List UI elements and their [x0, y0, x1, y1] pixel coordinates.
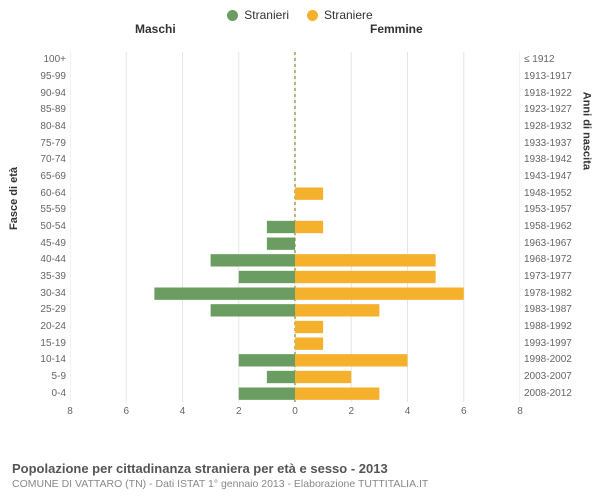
- col-header-left: Maschi: [135, 22, 176, 36]
- legend-item-female: Straniere: [307, 8, 373, 22]
- birth-year-label: 2008-2012: [524, 389, 600, 399]
- age-label: 95-99: [0, 72, 66, 82]
- legend-item-male: Stranieri: [227, 8, 289, 22]
- pyramid-plot: [70, 52, 520, 402]
- age-label: 0-4: [0, 389, 66, 399]
- birth-year-label: 2003-2007: [524, 372, 600, 382]
- birth-year-label: 1973-1977: [524, 272, 600, 282]
- birth-year-label: 1958-1962: [524, 222, 600, 232]
- birth-year-label: 1953-1957: [524, 205, 600, 215]
- age-label: 60-64: [0, 189, 66, 199]
- bar-female: [295, 188, 323, 200]
- swatch-female: [307, 10, 318, 21]
- x-tick-label: 4: [405, 406, 411, 417]
- birth-year-label: 1943-1947: [524, 172, 600, 182]
- col-header-right: Femmine: [370, 22, 423, 36]
- bar-female: [295, 388, 379, 400]
- birth-year-label: 1928-1932: [524, 122, 600, 132]
- bar-male: [267, 221, 295, 233]
- bar-male: [267, 371, 295, 383]
- birth-year-label: 1988-1992: [524, 322, 600, 332]
- legend-label-female: Straniere: [324, 8, 373, 22]
- age-label: 35-39: [0, 272, 66, 282]
- bar-female: [295, 338, 323, 350]
- bar-female: [295, 254, 436, 266]
- bar-female: [295, 354, 408, 366]
- chart-title: Popolazione per cittadinanza straniera p…: [12, 461, 588, 476]
- x-tick-label: 8: [67, 406, 73, 417]
- birth-year-label: 1963-1967: [524, 239, 600, 249]
- age-label: 10-14: [0, 355, 66, 365]
- age-label: 85-89: [0, 105, 66, 115]
- birth-year-label: 1923-1927: [524, 105, 600, 115]
- age-label: 40-44: [0, 255, 66, 265]
- birth-year-label: 1983-1987: [524, 305, 600, 315]
- birth-year-label: 1968-1972: [524, 255, 600, 265]
- birth-year-label: ≤ 1912: [524, 55, 600, 65]
- bar-female: [295, 288, 464, 300]
- chart-area: 8 6 4 2 0 2 4 6 8: [70, 52, 520, 434]
- birth-year-label: 1978-1982: [524, 289, 600, 299]
- age-label: 20-24: [0, 322, 66, 332]
- y-right-labels: ≤ 1912 1913-1917 1918-1922 1923-1927 1928-19…: [524, 52, 600, 402]
- y-left-labels: 100+ 95-99 90-94 85-89 80-84 75-79 70-74 65-69 6…: [0, 52, 66, 402]
- bar-female: [295, 321, 323, 333]
- birth-year-label: 1993-1997: [524, 339, 600, 349]
- bar-male: [211, 304, 295, 316]
- age-label: 100+: [0, 55, 66, 65]
- chart-subtitle: COMUNE DI VATTARO (TN) - Dati ISTAT 1° g…: [12, 478, 588, 490]
- birth-year-label: 1913-1917: [524, 72, 600, 82]
- bar-male: [154, 288, 295, 300]
- bar-female: [295, 221, 323, 233]
- bar-female: [295, 304, 379, 316]
- column-headers: Maschi Femmine: [0, 22, 600, 40]
- bar-male: [239, 271, 295, 283]
- birth-year-label: 1998-2002: [524, 355, 600, 365]
- age-label: 25-29: [0, 305, 66, 315]
- age-label: 5-9: [0, 372, 66, 382]
- age-label: 55-59: [0, 205, 66, 215]
- bar-male: [211, 254, 295, 266]
- x-tick-label: 2: [348, 406, 354, 417]
- birth-year-label: 1948-1952: [524, 189, 600, 199]
- age-label: 65-69: [0, 172, 66, 182]
- age-label: 30-34: [0, 289, 66, 299]
- x-tick-label: 6: [123, 406, 129, 417]
- bar-male: [239, 388, 295, 400]
- birth-year-label: 1938-1942: [524, 155, 600, 165]
- x-axis-ticks: 8 6 4 2 0 2 4 6 8: [70, 406, 520, 420]
- x-tick-label: 4: [180, 406, 186, 417]
- swatch-male: [227, 10, 238, 21]
- age-label: 80-84: [0, 122, 66, 132]
- x-tick-label: 6: [461, 406, 467, 417]
- age-label: 90-94: [0, 89, 66, 99]
- bar-female: [295, 371, 351, 383]
- age-label: 70-74: [0, 155, 66, 165]
- legend: Stranieri Straniere: [0, 0, 600, 22]
- bar-male: [267, 238, 295, 250]
- x-tick-label: 0: [292, 406, 298, 417]
- birth-year-label: 1918-1922: [524, 89, 600, 99]
- bar-female: [295, 271, 436, 283]
- age-label: 75-79: [0, 139, 66, 149]
- legend-label-male: Stranieri: [244, 8, 289, 22]
- birth-year-label: 1933-1937: [524, 139, 600, 149]
- x-tick-label: 2: [236, 406, 242, 417]
- age-label: 50-54: [0, 222, 66, 232]
- age-label: 15-19: [0, 339, 66, 349]
- chart-footer: Popolazione per cittadinanza straniera p…: [12, 461, 588, 490]
- x-tick-label: 8: [517, 406, 523, 417]
- age-label: 45-49: [0, 239, 66, 249]
- bar-male: [239, 354, 295, 366]
